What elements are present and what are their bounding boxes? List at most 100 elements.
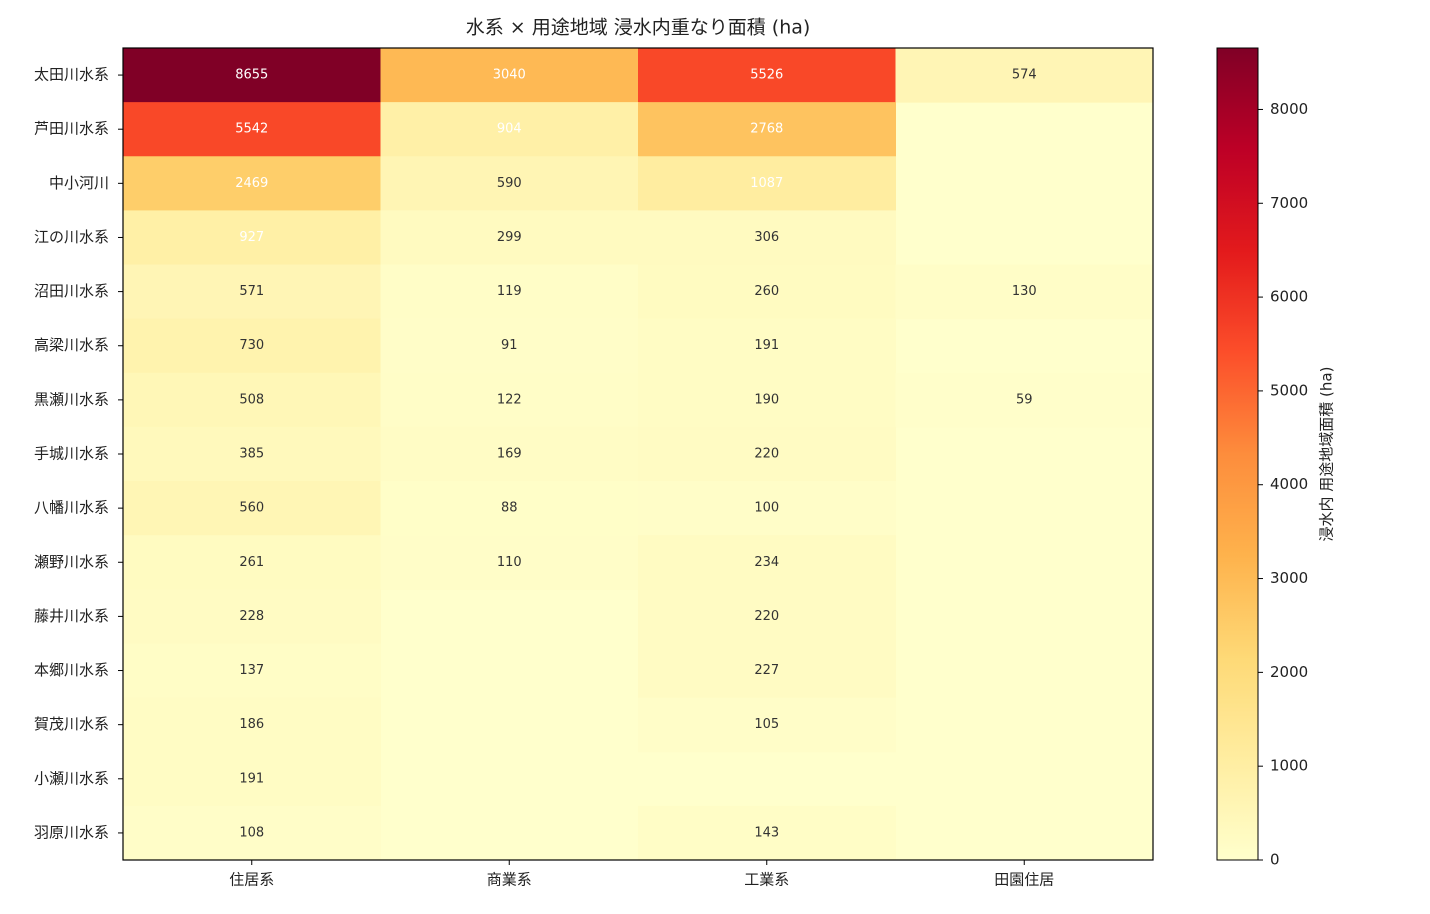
x-tick-label: 住居系 (229, 871, 274, 889)
y-tick-label: 太田川水系 (34, 66, 109, 84)
chart-title: 水系 × 用途地域 浸水内重なり面積 (ha) (466, 17, 811, 39)
cell-label: 143 (754, 825, 779, 840)
heatmap-cell (380, 48, 639, 103)
heatmap-cell (638, 48, 896, 103)
heatmap-cell (380, 372, 639, 428)
cell-label: 571 (239, 284, 264, 299)
heatmap-cell (638, 318, 896, 374)
heatmap-cell (123, 156, 381, 211)
heatmap-cell (380, 210, 639, 266)
cell-label: 190 (754, 392, 779, 407)
colorbar-tick-label: 2000 (1270, 663, 1308, 681)
heatmap-cell (380, 318, 639, 374)
heatmap-cell (638, 210, 896, 266)
y-tick-label: 瀬野川水系 (34, 553, 109, 571)
colorbar-tick-label: 7000 (1270, 194, 1308, 212)
heatmap-cell (123, 697, 381, 753)
heatmap-cell (638, 102, 896, 157)
cell-label: 91 (501, 338, 518, 353)
cell-label: 191 (754, 338, 779, 353)
heatmap-cell (123, 589, 381, 644)
heatmap-cell (638, 156, 896, 211)
cell-label: 5526 (750, 68, 783, 83)
cell-label: 3040 (493, 68, 526, 83)
heatmap-cell (123, 643, 381, 699)
cell-label: 228 (239, 609, 264, 624)
heatmap-cell (123, 426, 381, 482)
x-tick-label: 田園住居 (994, 871, 1054, 889)
y-tick-label: 沼田川水系 (34, 282, 109, 300)
cell-label: 169 (497, 447, 522, 462)
colorbar-label: 浸水内 用途地域面積 (ha) (1318, 367, 1336, 542)
heatmap-cell (638, 264, 896, 320)
heatmap-cell (123, 102, 381, 157)
cell-label: 590 (497, 176, 522, 191)
cell-label: 2469 (235, 176, 268, 191)
heatmap-cell (123, 318, 381, 374)
cell-label: 299 (497, 230, 522, 245)
heatmap-cell (123, 805, 381, 861)
cell-label: 59 (1016, 392, 1033, 407)
cell-label: 88 (501, 501, 518, 516)
cell-label: 560 (239, 501, 264, 516)
cell-label: 119 (497, 284, 522, 299)
heatmap-cell (895, 264, 1154, 320)
x-tick-label: 商業系 (487, 871, 532, 889)
cell-label: 5542 (235, 122, 268, 137)
y-tick-label: 本郷川水系 (34, 661, 109, 679)
colorbar-tick-label: 4000 (1270, 475, 1308, 493)
heatmap-cell (638, 426, 896, 482)
y-tick-label: 賀茂川水系 (34, 715, 109, 733)
cell-label: 122 (497, 392, 522, 407)
colorbar (1216, 47, 1259, 861)
cell-label: 130 (1012, 284, 1037, 299)
y-tick-label: 江の川水系 (34, 228, 109, 246)
colorbar-tick-label: 3000 (1270, 569, 1308, 587)
cell-label: 574 (1012, 68, 1037, 83)
heatmap-cell (638, 697, 896, 753)
y-tick-label: 羽原川水系 (34, 823, 109, 841)
y-tick-label: 中小河川 (49, 174, 109, 192)
heatmap-cell (380, 102, 639, 157)
colorbar-tick-label: 6000 (1270, 288, 1308, 306)
cell-label: 227 (754, 663, 779, 678)
heatmap-cell (380, 264, 639, 320)
heatmap-cell (123, 372, 381, 428)
cell-label: 110 (497, 555, 522, 570)
heatmap-cell (895, 48, 1154, 103)
cell-label: 306 (754, 230, 779, 245)
y-tick-label: 芦田川水系 (34, 120, 109, 138)
cell-label: 186 (239, 717, 264, 732)
y-tick-label: 高梁川水系 (34, 336, 109, 354)
y-tick-label: 手城川水系 (34, 445, 109, 463)
heatmap-cell (380, 481, 639, 536)
cell-label: 2768 (750, 122, 783, 137)
colorbar-tick-label: 5000 (1270, 381, 1308, 399)
cell-label: 137 (239, 663, 264, 678)
heatmap-cell (638, 643, 896, 699)
heatmap-cell (123, 751, 381, 807)
heatmap-cell (638, 589, 896, 644)
cell-label: 927 (239, 230, 264, 245)
cell-label: 385 (239, 447, 264, 462)
heatmap-cell (123, 48, 381, 103)
cell-label: 105 (754, 717, 779, 732)
y-tick-label: 黒瀬川水系 (34, 390, 109, 408)
heatmap-cell (638, 481, 896, 536)
heatmap-cell (638, 805, 896, 861)
heatmap-cell (638, 372, 896, 428)
cell-label: 8655 (235, 68, 268, 83)
cell-label: 904 (497, 122, 522, 137)
colorbar-tick-label: 8000 (1270, 100, 1308, 118)
y-tick-label: 藤井川水系 (34, 607, 109, 625)
heatmap-cell (123, 535, 381, 590)
heatmap-cell (380, 426, 639, 482)
heatmap-cell (638, 535, 896, 590)
colorbar-tick-label: 1000 (1270, 757, 1308, 775)
heatmap-cell (380, 535, 639, 590)
cell-label: 191 (239, 771, 264, 786)
y-tick-label: 八幡川水系 (34, 499, 109, 517)
heatmap-cell (123, 264, 381, 320)
cell-label: 108 (239, 825, 264, 840)
